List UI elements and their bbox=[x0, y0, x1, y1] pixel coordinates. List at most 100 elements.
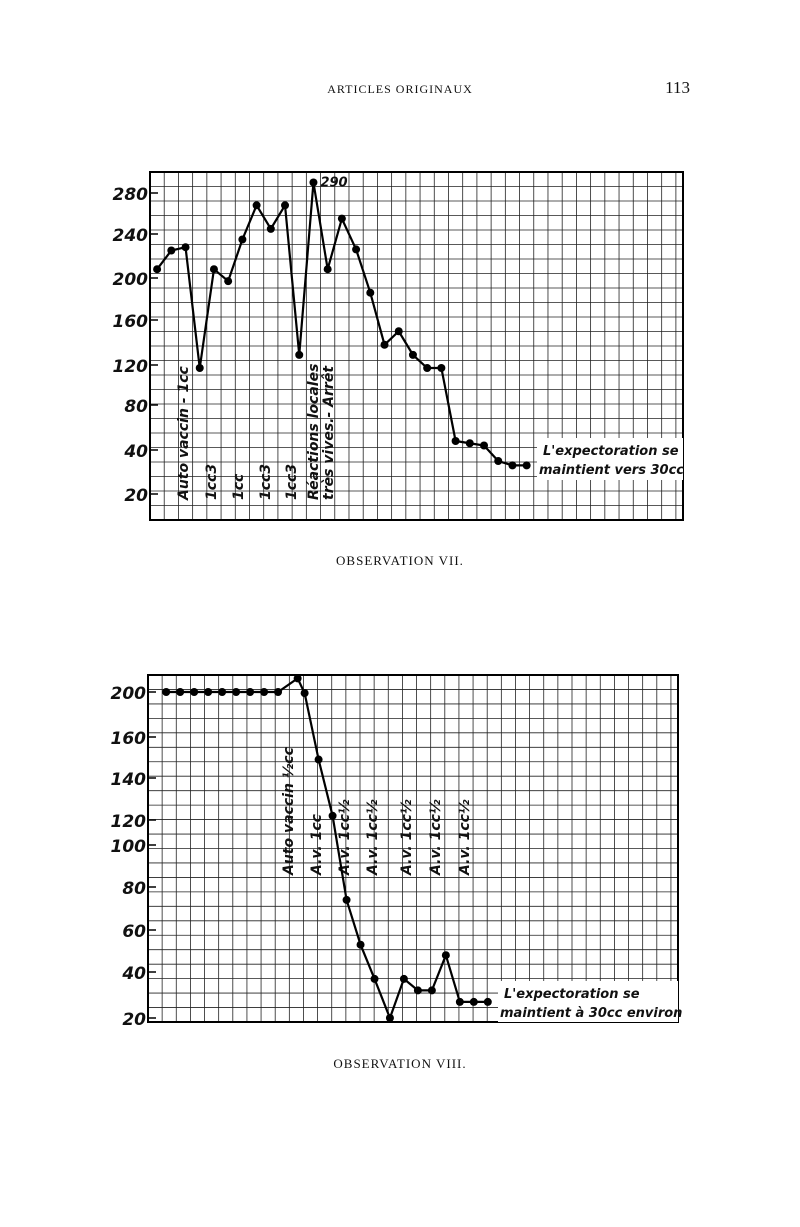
y-tick-label: 60 bbox=[122, 922, 146, 942]
data-point bbox=[252, 201, 261, 210]
y-tick-label: 200 bbox=[113, 270, 149, 290]
y-tick-label: 80 bbox=[122, 879, 146, 899]
data-point bbox=[408, 350, 417, 359]
caption: OBSERVATION VIII. bbox=[333, 1056, 466, 1071]
annotation: A.v. 1cc½ bbox=[428, 799, 444, 876]
annotation: 1cc3 bbox=[258, 464, 274, 500]
data-point bbox=[441, 951, 450, 960]
data-point bbox=[274, 688, 283, 696]
annotation: Auto vaccin ½cc bbox=[281, 746, 297, 876]
y-tick-label: 40 bbox=[123, 442, 148, 462]
data-point bbox=[483, 997, 492, 1006]
note-line: maintient vers 30cc bbox=[539, 463, 684, 478]
annotation: A.v. 1cc½ bbox=[337, 799, 353, 876]
y-tick-label: 40 bbox=[121, 964, 146, 984]
note-line: L'expectoration se bbox=[504, 987, 640, 1002]
data-point bbox=[260, 688, 269, 696]
note-box bbox=[498, 981, 678, 1022]
data-point bbox=[522, 461, 531, 470]
data-point bbox=[508, 461, 517, 470]
data-point bbox=[195, 364, 204, 372]
data-point bbox=[356, 940, 365, 949]
data-point bbox=[399, 974, 408, 983]
annotation: très vives.- Arrêt bbox=[321, 365, 337, 500]
data-point bbox=[366, 288, 375, 297]
data-point bbox=[423, 364, 432, 372]
annotation: Réactions locales bbox=[306, 364, 322, 500]
data-point bbox=[295, 350, 304, 359]
y-tick-label: 140 bbox=[111, 770, 147, 790]
annotation: 1cc3 bbox=[284, 464, 300, 500]
data-point bbox=[328, 811, 337, 820]
y-tick-label: 240 bbox=[113, 226, 149, 246]
data-point bbox=[427, 986, 436, 995]
data-point bbox=[153, 265, 162, 274]
data-point bbox=[465, 439, 474, 448]
data-point bbox=[266, 224, 275, 233]
data-point bbox=[300, 689, 309, 698]
data-point bbox=[469, 997, 478, 1006]
data-point bbox=[352, 245, 361, 254]
data-point bbox=[176, 688, 185, 696]
y-tick-label: 80 bbox=[124, 397, 148, 417]
data-label: 290 bbox=[320, 176, 347, 191]
running-head: ARTICLES ORIGINAUX bbox=[327, 82, 473, 96]
y-tick-label: 20 bbox=[122, 1010, 146, 1030]
page-number: 113 bbox=[665, 78, 690, 97]
annotation: Auto vaccin - 1cc bbox=[176, 365, 192, 501]
y-tick-label: 120 bbox=[111, 812, 147, 832]
annotation: A.v. 1cc½ bbox=[365, 799, 381, 876]
data-point bbox=[342, 895, 351, 904]
data-point bbox=[238, 235, 247, 244]
annotation: A.v. 1cc bbox=[309, 813, 325, 876]
data-point bbox=[246, 688, 255, 696]
note-line: L'expectoration se bbox=[543, 444, 679, 459]
data-point bbox=[413, 986, 422, 995]
data-point bbox=[232, 688, 241, 696]
data-point bbox=[455, 997, 464, 1006]
note-box bbox=[537, 438, 683, 480]
data-point bbox=[190, 688, 199, 696]
y-tick-label: 160 bbox=[111, 729, 147, 749]
data-point bbox=[162, 688, 171, 696]
data-point bbox=[209, 265, 218, 274]
data-point bbox=[323, 265, 332, 274]
data-point bbox=[480, 441, 489, 450]
data-point bbox=[370, 974, 379, 983]
chart: 200 160 140 120 100 80 60 40 20 Auto vaccin ½cc A.… bbox=[111, 674, 682, 1071]
annotation: A.v. 1cc½ bbox=[457, 799, 473, 876]
data-point bbox=[385, 1014, 394, 1022]
data-point bbox=[451, 437, 460, 445]
data-point bbox=[204, 688, 213, 696]
data-point bbox=[309, 178, 318, 187]
data-point bbox=[181, 243, 190, 252]
data-point bbox=[494, 457, 503, 465]
caption: OBSERVATION VII. bbox=[336, 553, 464, 568]
y-tick-label: 160 bbox=[113, 312, 149, 332]
chart: 280 240 200 160 120 80 40 20 Auto vaccin - 1cc 1c… bbox=[113, 171, 684, 568]
data-point bbox=[337, 214, 346, 223]
annotation: A.v. 1cc½ bbox=[399, 799, 415, 876]
frame bbox=[149, 171, 684, 521]
y-tick-label: 120 bbox=[113, 357, 149, 377]
note-line: maintient à 30cc environ bbox=[500, 1006, 682, 1021]
data-point bbox=[394, 327, 403, 336]
data-point bbox=[437, 364, 446, 372]
frame bbox=[147, 674, 679, 1023]
data-point bbox=[218, 688, 227, 696]
annotation: 1cc3 bbox=[204, 464, 220, 500]
y-tick-label: 280 bbox=[113, 185, 149, 205]
data-point bbox=[224, 277, 233, 286]
data-line bbox=[156, 182, 527, 467]
y-tick-label: 100 bbox=[111, 837, 147, 857]
data-point bbox=[167, 246, 176, 255]
data-point bbox=[314, 755, 323, 764]
y-tick-label: 20 bbox=[124, 486, 148, 506]
annotation: 1cc bbox=[231, 473, 247, 500]
data-point bbox=[293, 674, 302, 683]
data-point bbox=[380, 340, 389, 349]
data-point bbox=[281, 201, 290, 210]
y-tick-label: 200 bbox=[111, 684, 147, 704]
